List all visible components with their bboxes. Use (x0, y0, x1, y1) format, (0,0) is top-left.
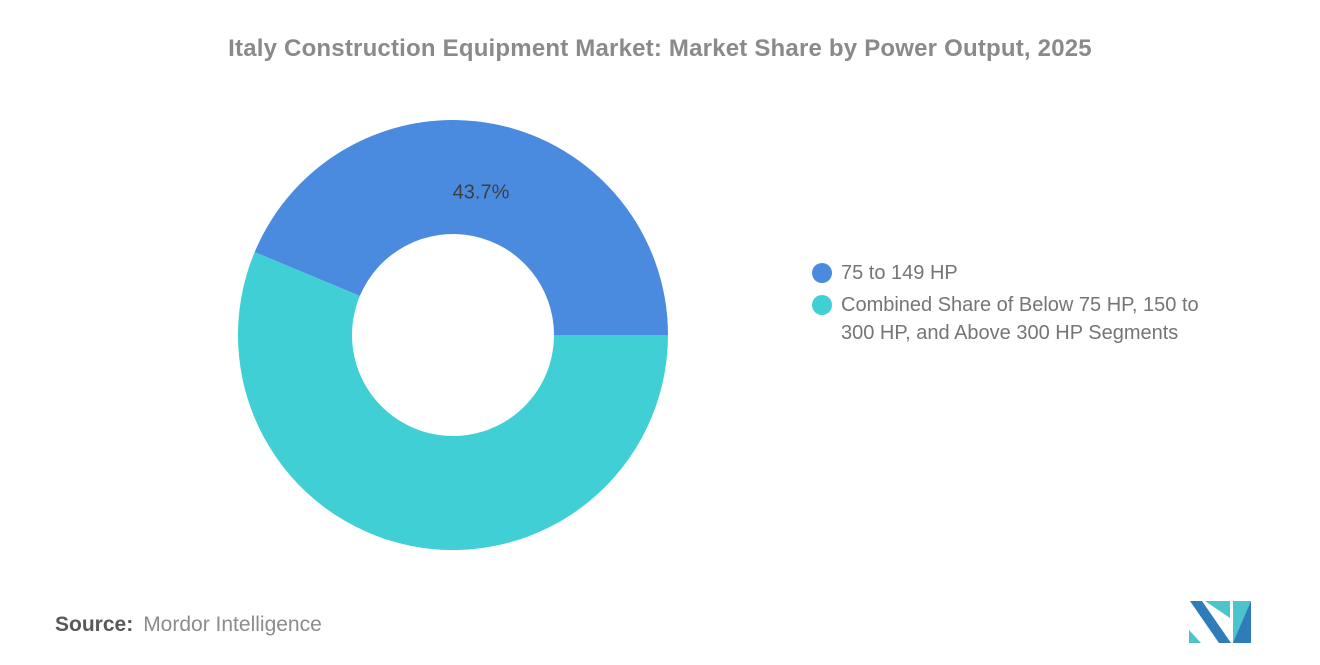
legend-item[interactable]: 75 to 149 HP (812, 259, 1221, 287)
legend-label: 75 to 149 HP (841, 262, 958, 284)
mordor-intelligence-logo (1189, 601, 1251, 643)
source-prefix: Source: (55, 613, 134, 636)
legend-dot (812, 295, 832, 315)
donut-chart (238, 120, 668, 550)
legend-item[interactable]: Combined Share of Below 75 HP, 150 to 30… (812, 291, 1221, 347)
source-name: Mordor Intelligence (143, 613, 322, 636)
logo-shape-bottom-left-teal (1189, 630, 1201, 643)
logo-shape-main-blue-stroke (1190, 601, 1231, 643)
legend-dot (812, 263, 832, 283)
logo-shape-top-teal-triangle (1205, 601, 1230, 618)
donut-slice[interactable] (238, 252, 668, 550)
source-line: Source: Mordor Intelligence (55, 613, 322, 637)
chart-title: Italy Construction Equipment Market: Mar… (228, 35, 1092, 62)
logo-shape-right-blue-triangle (1233, 601, 1251, 643)
donut-slice[interactable] (254, 120, 668, 336)
legend: 75 to 149 HP Combined Share of Below 75 … (812, 259, 1221, 347)
slice-data-label: 43.7% (452, 181, 510, 204)
legend-label: Combined Share of Below 75 HP, 150 to 30… (841, 294, 1199, 344)
